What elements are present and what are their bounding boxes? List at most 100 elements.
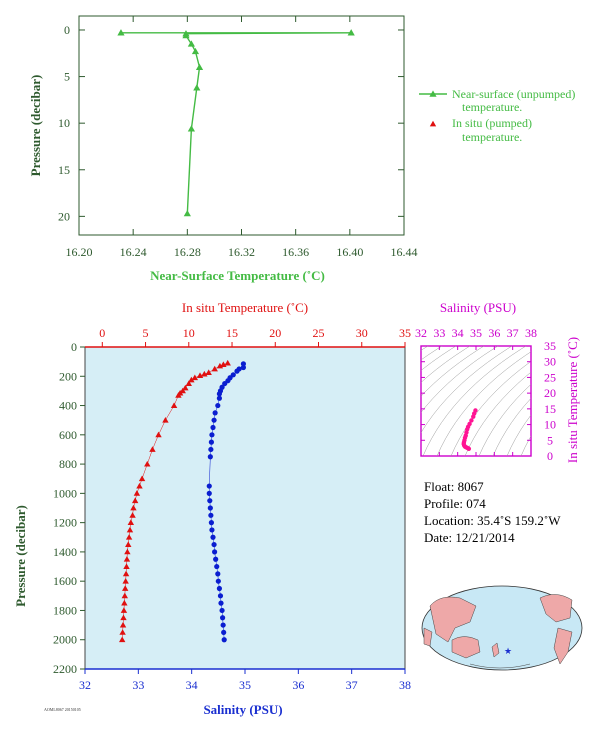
temperature-data-point <box>188 376 195 383</box>
map-land-south-america <box>553 627 573 665</box>
ts-density-contour <box>492 397 531 456</box>
salinity-data-point <box>210 534 216 540</box>
ts-density-contour <box>421 346 429 351</box>
temperature-data-point <box>220 361 227 367</box>
near-surface-x-tick-label: 16.40 <box>336 245 363 259</box>
profile-plot-background <box>84 346 406 670</box>
near-surface-x-tick-label: 16.20 <box>66 245 93 259</box>
ts-data-point <box>471 414 476 419</box>
pressure-tick-label: 1800 <box>53 603 77 617</box>
near-surface-x-tick-label: 16.44 <box>391 245 418 259</box>
salinity-data-point <box>220 615 226 621</box>
temperature-data-point <box>122 585 129 591</box>
near-surface-data-point <box>193 84 201 91</box>
salinity-data-point <box>213 556 219 562</box>
salinity-data-point <box>217 593 224 599</box>
ts-density-contour <box>421 346 513 434</box>
temperature-data-point <box>121 599 128 606</box>
salinity-data-point <box>208 446 214 453</box>
temperature-data-point <box>185 380 192 386</box>
pressure-tick-label: 1000 <box>53 486 77 500</box>
salinity-data-point <box>208 439 214 445</box>
temperature-data-point <box>130 504 137 511</box>
salinity-data-point <box>208 512 214 518</box>
ts-data-point <box>466 446 472 451</box>
legend-near-surface-label: Near-surface (unpumped) <box>452 87 575 101</box>
near-surface-y-tick-label: 10 <box>58 116 70 130</box>
ts-salinity-tick-label: 32 <box>415 326 427 340</box>
temperature-tick-label: 30 <box>356 326 368 340</box>
salinity-data-point <box>212 410 218 416</box>
salinity-data-point <box>209 432 215 438</box>
salinity-data-point <box>206 483 212 489</box>
temperature-data-point <box>131 497 139 504</box>
salinity-tick-label: 34 <box>186 678 198 692</box>
ts-density-contour <box>520 435 531 456</box>
near-surface-x-tick-label: 16.24 <box>120 245 147 259</box>
ts-density-contour <box>421 346 443 361</box>
pressure-tick-label: 2200 <box>53 662 77 676</box>
legend-in-situ-label: In situ (pumped) <box>452 116 532 130</box>
ts-density-contour <box>421 346 471 383</box>
near-surface-series-line <box>120 32 352 214</box>
salinity-data-point <box>215 402 221 409</box>
pressure-tick-label: 1600 <box>53 574 77 588</box>
salinity-tick-label: 37 <box>346 678 358 692</box>
salinity-data-point <box>218 600 224 606</box>
float-info: Float: 8067 Profile: 074 Location: 35.4˚… <box>424 478 560 546</box>
near-surface-x-axis-label: Near-Surface Temperature (˚C) <box>150 268 325 283</box>
near-surface-x-tick-label: 16.36 <box>282 245 309 259</box>
ts-salinity-tick-label: 38 <box>525 326 537 340</box>
salinity-data-point <box>212 549 218 555</box>
near-surface-data-point <box>183 209 191 217</box>
pressure-tick-label: 400 <box>59 399 77 413</box>
temperature-tick-label: 15 <box>226 326 238 340</box>
temperature-data-point <box>136 482 143 489</box>
ts-salinity-axis-label: Salinity (PSU) <box>440 300 516 315</box>
salinity-data-point <box>211 541 217 548</box>
pressure-tick-label: 200 <box>59 369 77 383</box>
ts-salinity-tick-label: 33 <box>433 326 445 340</box>
ts-temperature-tick-label: 10 <box>544 418 556 432</box>
salinity-data-point <box>215 571 221 577</box>
temperature-tick-label: 20 <box>269 326 281 340</box>
ts-density-contour <box>478 383 531 456</box>
temperature-data-point <box>138 475 146 482</box>
temperature-data-point <box>170 402 178 408</box>
salinity-data-point <box>234 368 240 374</box>
salinity-data-point <box>216 395 222 401</box>
ts-density-contour <box>506 414 531 456</box>
map-land-north-america <box>539 594 573 623</box>
ts-density-contour <box>450 361 531 456</box>
salinity-data-point <box>240 361 246 367</box>
temperature-data-point <box>201 370 208 377</box>
temperature-tick-label: 35 <box>399 326 411 340</box>
temperature-data-point <box>191 374 199 381</box>
temperature-data-point <box>224 359 231 366</box>
salinity-data-point <box>207 498 213 504</box>
map-land-new-zealand <box>491 642 500 658</box>
near-surface-data-point <box>191 47 200 55</box>
salinity-data-point <box>219 607 225 614</box>
near-surface-data-point <box>182 31 190 39</box>
temperature-data-point <box>118 636 126 643</box>
salinity-axis-label: Salinity (PSU) <box>203 702 282 717</box>
near-surface-plot-frame <box>78 15 405 236</box>
temperature-data-point <box>216 362 224 369</box>
salinity-data-point <box>211 417 217 423</box>
temperature-data-point <box>121 592 128 599</box>
temperature-data-point <box>144 460 151 467</box>
temperature-data-point <box>162 416 169 423</box>
near-surface-data-point <box>187 40 195 47</box>
temperature-data-point <box>127 519 135 526</box>
date: Date: 12/21/2014 <box>424 530 515 545</box>
temperature-tick-label: 10 <box>183 326 195 340</box>
pressure-tick-label: 2000 <box>53 633 77 647</box>
ts-density-contour <box>436 351 531 456</box>
near-surface-x-tick-label: 16.32 <box>228 245 255 259</box>
near-surface-y-axis-label: Pressure (decibar) <box>28 75 43 177</box>
salinity-data-point <box>206 490 212 496</box>
temperature-data-point <box>126 526 134 533</box>
location-map: ★ <box>421 585 583 671</box>
map-land-asia <box>429 596 477 643</box>
